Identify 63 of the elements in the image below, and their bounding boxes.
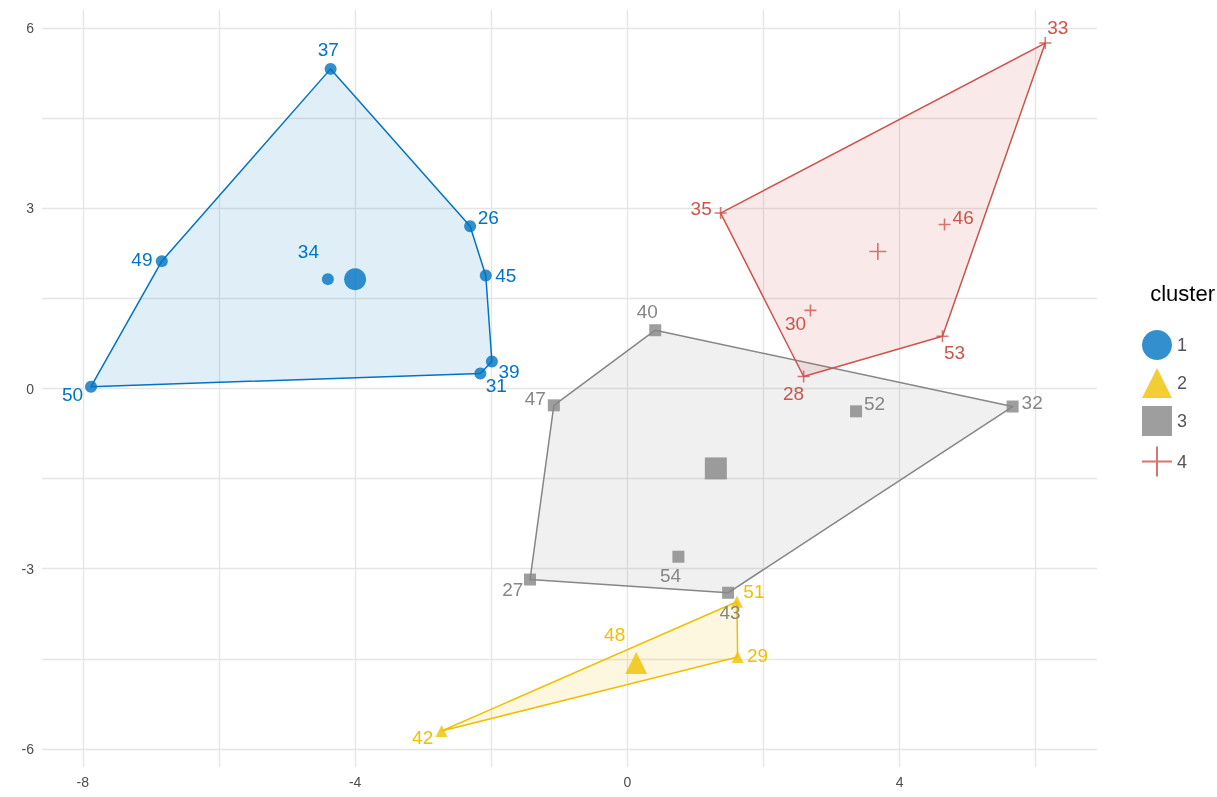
annotation: 49 [131,248,153,270]
x-tick-label: 0 [623,774,632,790]
annotation: 33 [1047,16,1069,38]
legend-label: 2 [1176,373,1187,393]
point [344,268,367,291]
y-tick-label: -3 [21,560,35,577]
point [868,242,888,261]
y-tick-label: -6 [21,740,35,757]
annotation: 35 [690,197,712,219]
annotation: 46 [952,206,974,228]
y-tick-label: 3 [26,200,35,217]
point [324,62,337,75]
point [704,457,727,480]
point [485,355,498,368]
point [1006,400,1019,413]
point [935,329,950,344]
point [796,369,811,384]
annotation: 51 [743,580,765,602]
point [850,405,863,418]
point [85,380,98,393]
annotation: 40 [636,301,658,323]
x-tick-label: -8 [76,774,90,790]
annotation: 28 [782,383,805,405]
annotation: 30 [784,313,807,335]
y-tick-label: 0 [26,380,35,397]
annotation: 52 [863,393,886,415]
x-tick-label: -4 [348,774,362,790]
point [547,399,560,412]
annotation: 45 [495,264,517,286]
legend-label: 4 [1176,451,1187,472]
point [155,255,168,268]
point [722,586,735,599]
annotation: 34 [297,240,320,262]
point [524,573,537,586]
point [649,324,662,337]
legend-label: 3 [1176,411,1187,431]
point [713,206,728,220]
point [1038,36,1053,50]
annotation: 26 [477,207,499,229]
annotation: 48 [604,623,626,645]
annotation: 47 [524,387,546,409]
x-tick-label: 4 [895,774,904,790]
y-tick-label: 6 [26,20,35,37]
annotation: 54 [659,564,682,586]
point [464,220,477,233]
point [435,724,448,737]
annotation: 32 [1021,391,1043,413]
annotation: 42 [412,726,434,748]
annotation: 50 [61,383,84,405]
point [625,652,648,675]
point [803,303,818,318]
point [731,651,744,664]
point [672,550,685,563]
annotation: 29 [747,645,769,667]
annotation: 27 [502,579,524,601]
annotation: 53 [943,341,966,363]
annotation: 37 [317,38,339,60]
legend-title: cluster [1150,280,1215,306]
legend-label: 1 [1176,335,1187,355]
point [474,367,487,380]
point [479,269,492,282]
point [937,217,952,232]
point [321,273,334,286]
